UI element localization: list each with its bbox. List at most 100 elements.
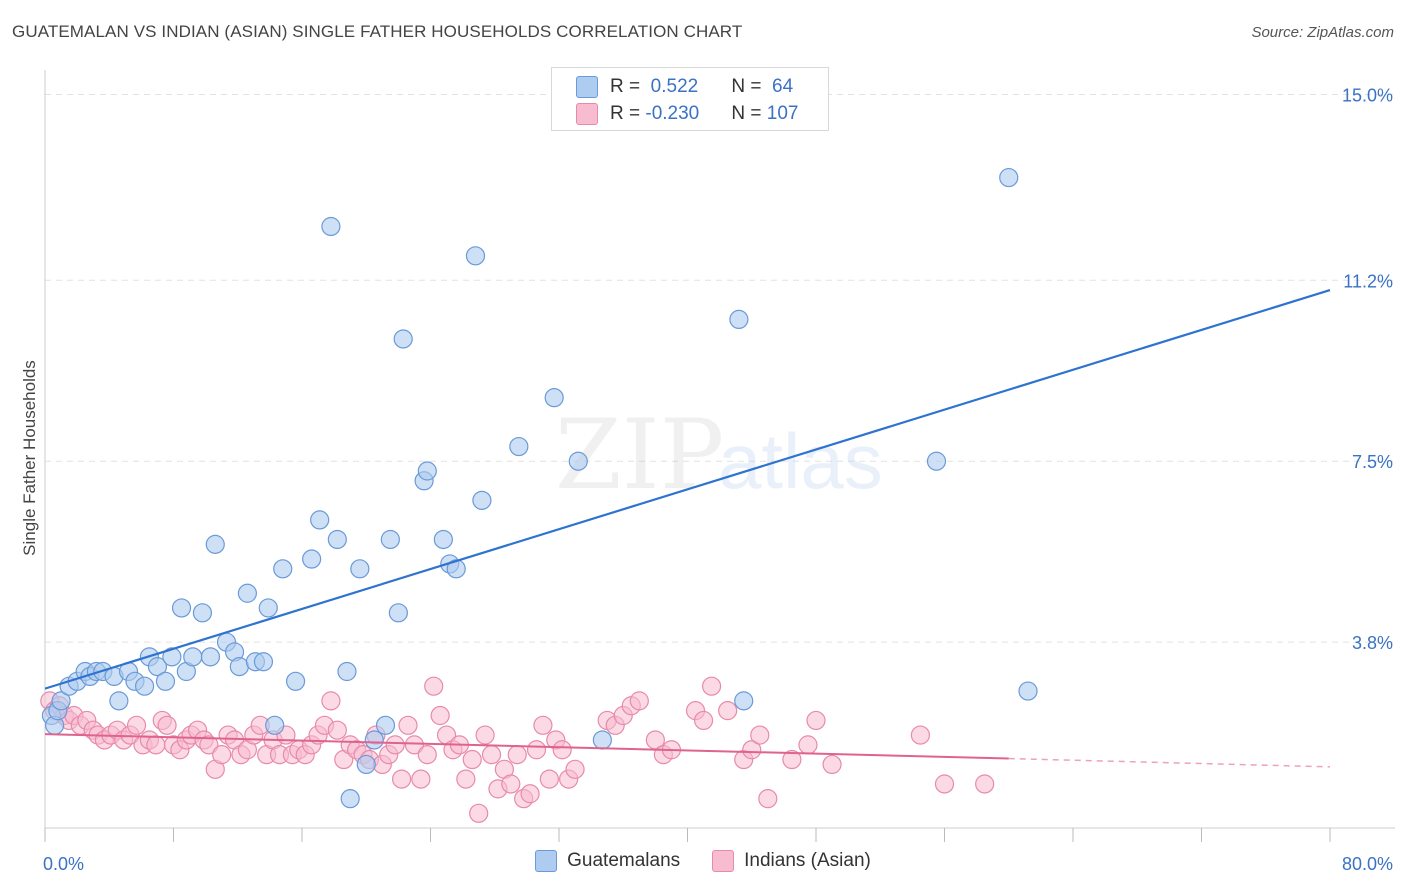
x-tick-label: 80.0%	[1342, 854, 1393, 874]
indians-point	[539, 769, 559, 789]
guatemalans-point	[51, 691, 71, 711]
legend-item-guatemalans: Guatemalans	[535, 850, 680, 872]
indians-point	[629, 691, 649, 711]
legend-label-guatemalans: Guatemalans	[567, 850, 681, 871]
guatemalans-point	[327, 529, 347, 550]
guatemalans-point	[171, 598, 192, 618]
guatemalans-point	[568, 451, 588, 471]
guatemalans-point	[380, 529, 400, 550]
guatemalans-point	[109, 691, 129, 711]
guatemalans-point	[229, 657, 249, 677]
guatemalans-point	[350, 559, 370, 579]
legend-r-label: R =	[610, 76, 646, 97]
indians-point	[199, 735, 219, 755]
guatemalans-point	[310, 510, 330, 530]
guatemalans-point	[446, 559, 466, 579]
guatemalans-point	[375, 715, 396, 735]
legend-row-guatemalans: R = 0.522 N = 64	[576, 74, 793, 100]
indians-trend-extension	[1008, 757, 1331, 768]
grid-lines	[45, 93, 1395, 643]
guatemalans-trend-line	[44, 289, 1331, 690]
tick-labels: 3.8% 7.5% 11.2% 15.0% 0.0% 80.0%	[43, 85, 1393, 874]
indians-point	[481, 745, 502, 765]
watermark-atlas: atlas	[718, 417, 883, 505]
guatemalans-point	[388, 603, 408, 623]
indians-point	[782, 749, 802, 770]
indians-point	[693, 710, 714, 731]
guatemalans-point	[337, 661, 357, 682]
guatemalans-point	[205, 534, 225, 554]
guatemalans-point	[192, 603, 213, 623]
indians-point	[456, 769, 476, 789]
indians-point	[501, 774, 521, 794]
guatemalans-point	[393, 329, 413, 349]
guatemalans-point	[356, 754, 376, 775]
watermark: ZIP atlas	[555, 399, 883, 511]
guatemalans-point	[302, 549, 322, 569]
guatemalans-point	[729, 309, 749, 330]
trend-lines	[44, 289, 1331, 768]
guatemalans-point	[134, 676, 155, 696]
guatemalans-points	[41, 167, 1038, 809]
guatemalans-point	[1018, 681, 1038, 701]
y-tick-label: 3.8%	[1352, 633, 1393, 653]
indians-point	[910, 725, 931, 745]
legend-item-indians: Indians (Asian)	[712, 850, 871, 872]
legend-r-label: R =	[610, 103, 646, 124]
legend-n-value: 107	[766, 103, 799, 124]
indians-point	[327, 720, 347, 740]
legend-swatch-pink	[712, 850, 735, 872]
guatemalans-point	[364, 730, 384, 750]
indians-point	[411, 769, 431, 789]
guatemalans-point	[265, 715, 285, 735]
indians-point	[565, 759, 585, 779]
guatemalans-point	[926, 451, 947, 471]
indians-point	[718, 701, 738, 721]
legend-swatch-blue	[576, 76, 598, 98]
guatemalans-point	[258, 598, 278, 618]
indians-point	[750, 725, 770, 745]
indians-trend-line	[44, 733, 1009, 760]
indians-point	[758, 789, 778, 809]
indians-point	[975, 774, 995, 794]
indians-point	[507, 745, 527, 765]
indians-point	[146, 735, 166, 755]
y-tick-label: 7.5%	[1352, 452, 1393, 472]
guatemalans-point	[183, 647, 203, 667]
indians-point	[462, 749, 482, 770]
guatemalans-point	[544, 388, 564, 408]
legend-r-value: 0.522	[645, 76, 699, 97]
indians-point	[398, 715, 418, 735]
guatemalans-point	[237, 583, 257, 603]
legend-n-label: N =	[731, 76, 767, 97]
guatemalans-point	[155, 671, 176, 691]
indians-point	[417, 745, 437, 765]
indians-point	[385, 735, 405, 755]
indians-point	[806, 710, 826, 731]
indians-point	[934, 774, 955, 794]
guatemalans-point	[417, 461, 437, 481]
guatemalans-point	[253, 652, 274, 672]
chart-title: GUATEMALAN VS INDIAN (ASIAN) SINGLE FATH…	[12, 22, 743, 41]
guatemalans-point	[285, 671, 306, 691]
series-legend: Guatemalans Indians (Asian)	[0, 850, 1406, 872]
indians-point	[424, 676, 444, 696]
correlation-legend: R = 0.522 N = 64 R = -0.230 N = 107	[551, 67, 829, 131]
guatemalans-point	[999, 167, 1019, 188]
indians-point	[526, 740, 547, 760]
indians-point	[391, 769, 412, 789]
indians-point	[475, 725, 495, 745]
legend-swatch-blue	[535, 850, 558, 872]
indians-point	[321, 691, 341, 711]
guatemalans-point	[147, 657, 168, 677]
legend-swatch-pink	[576, 103, 598, 125]
y-tick-label: 15.0%	[1342, 85, 1393, 105]
guatemalans-point	[509, 436, 529, 457]
indians-point	[404, 735, 425, 755]
y-tick-label: 11.2%	[1343, 271, 1393, 291]
indians-point	[126, 715, 147, 735]
indians-point	[701, 676, 722, 696]
indians-point	[157, 715, 177, 735]
guatemalans-point	[162, 647, 182, 667]
